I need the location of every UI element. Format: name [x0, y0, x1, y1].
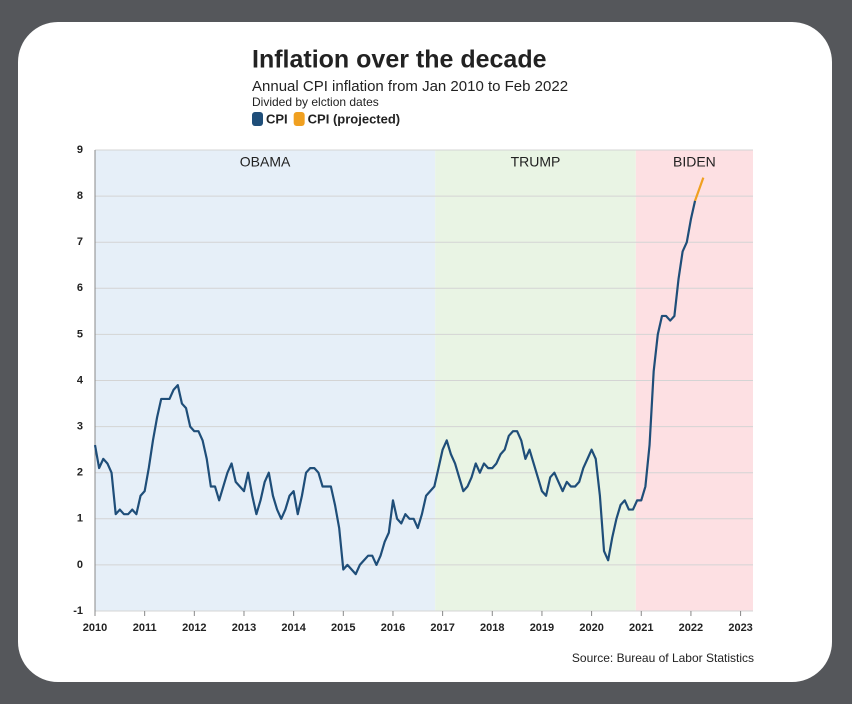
line — [694, 177, 705, 202]
y-tick-label: 4 — [77, 374, 84, 386]
line — [93, 200, 697, 576]
y-tick-label: 7 — [77, 236, 83, 248]
legend-label: CPI (projected) — [308, 111, 400, 126]
x-tick-label: 2022 — [679, 622, 703, 634]
y-tick-label: -1 — [73, 605, 83, 617]
y-tick-label: 9 — [77, 144, 83, 156]
y-tick-label: 2 — [77, 467, 83, 479]
chart-subtitle: Annual CPI inflation from Jan 2010 to Fe… — [252, 78, 568, 95]
x-tick-label: 2020 — [579, 622, 603, 634]
x-tick-label: 2018 — [480, 622, 504, 634]
x-tick-label: 2013 — [232, 622, 256, 634]
x-tick-label: 2019 — [530, 622, 554, 634]
x-tick-label: 2015 — [331, 622, 355, 634]
region-label: TRUMP — [511, 154, 561, 170]
y-tick-label: 0 — [77, 559, 83, 571]
x-tick-label: 2010 — [83, 622, 107, 634]
y-tick-label: 1 — [77, 513, 83, 525]
region-label: BIDEN — [673, 154, 716, 170]
chart-note: Divided by elction dates — [252, 95, 379, 109]
y-tick-label: 6 — [77, 282, 83, 294]
x-tick-label: 2014 — [281, 622, 306, 634]
legend-swatch — [293, 112, 305, 126]
x-tick-label: 2023 — [728, 622, 752, 634]
legend-label: CPI — [266, 111, 288, 126]
x-tick-label: 2012 — [182, 622, 206, 634]
y-tick-label: 3 — [77, 421, 83, 433]
x-tick-label: 2011 — [133, 622, 157, 634]
y-tick-label: 5 — [77, 328, 83, 340]
region-label: OBAMA — [240, 154, 291, 170]
x-tick-label: 2021 — [629, 622, 653, 634]
x-tick-label: 2016 — [381, 622, 405, 634]
legend-swatch — [252, 112, 263, 126]
chart-title: Inflation over the decade — [252, 46, 547, 74]
source: Source: Bureau of Labor Statistics — [572, 651, 754, 665]
x-tick-label: 2017 — [430, 622, 454, 634]
y-tick-label: 8 — [77, 190, 83, 202]
